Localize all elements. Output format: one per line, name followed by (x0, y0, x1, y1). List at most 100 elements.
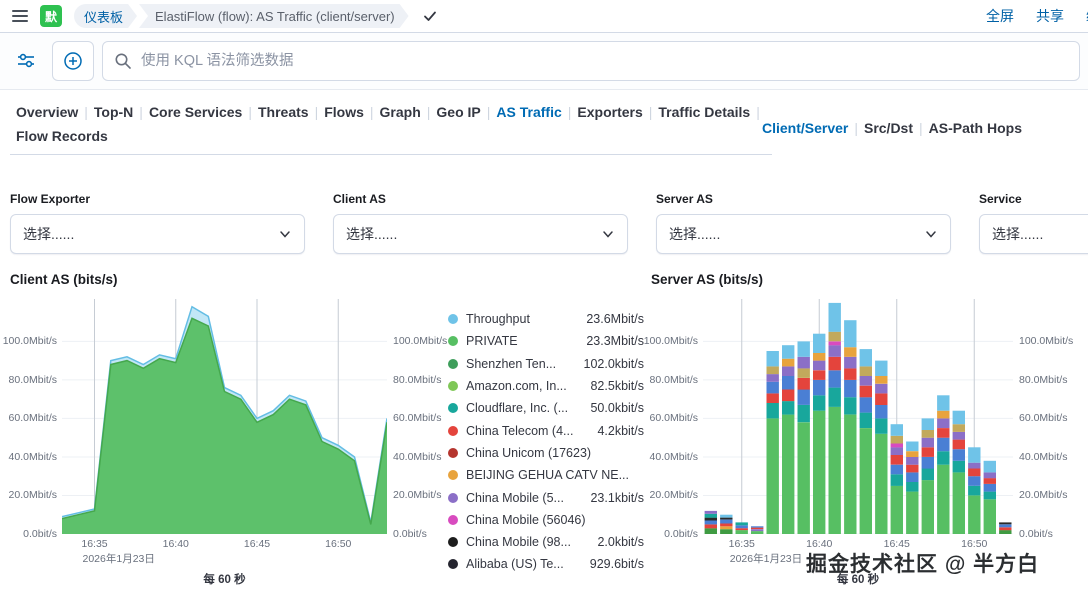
menu-icon[interactable] (12, 10, 28, 22)
nav-item-flow-records[interactable]: Flow Records (16, 128, 108, 144)
y-tick-label: 0.0bit/s (393, 528, 427, 540)
y-tick-label: 0.0bit/s (1019, 528, 1053, 540)
legend-label: PRIVATE (466, 334, 518, 349)
legend-item[interactable]: Cloudflare, Inc. (... 50.0kbit/s (448, 397, 644, 419)
legend-color-dot (448, 381, 458, 392)
nav-item-geo-ip[interactable]: Geo IP (436, 104, 481, 120)
y-axis-right: 0.0bit/s 20.0Mbit/s 40.0Mbit/s 60.0Mbit/s 80… (1013, 299, 1073, 540)
nav-separator: | (369, 104, 374, 120)
filter-controls: Flow Exporter 选择...... Client AS 选择.....… (0, 162, 1088, 272)
legend-label: China Mobile (56046) (466, 512, 586, 527)
nav-separator: | (756, 104, 760, 120)
legend-item[interactable]: Shenzhen Ten... 102.0kbit/s (448, 353, 644, 375)
legend-value: 23.3Mbit/s (586, 334, 644, 349)
legend-item[interactable]: BEIJING GEHUA CATV NE... (448, 464, 644, 486)
legend-item[interactable]: China Mobile (5... 23.1kbit/s (448, 486, 644, 508)
kql-search-input[interactable] (102, 41, 1080, 81)
nav-item-graph[interactable]: Graph (379, 104, 421, 120)
x-tick-label: 16:40 (162, 538, 189, 550)
y-tick-label: 80.0Mbit/s (1019, 373, 1068, 386)
legend-item[interactable]: Throughput 23.6Mbit/s (448, 308, 644, 330)
select-placeholder: 选择...... (992, 226, 1044, 242)
legend-item[interactable]: China Telecom (4... 4.2kbit/s (448, 419, 644, 441)
y-tick-label: 100.0Mbit/s (393, 335, 448, 348)
nav-left: Overview | Top-N | Core Services | Threats | Flo… (10, 104, 772, 155)
client-as-plot-svg[interactable] (62, 299, 387, 534)
legend-value: 929.6bit/s (589, 557, 644, 572)
y-tick-label: 60.0Mbit/s (8, 412, 57, 425)
legend-label: Cloudflare, Inc. (... (466, 401, 569, 416)
nav-item-overview[interactable]: Overview (16, 104, 79, 120)
filter-label: Service (979, 192, 1022, 206)
server-as-panel: Server AS (bits/s) 0.0bit/s 20.0Mbit/s 40.… (643, 272, 1074, 586)
nav-item-top-n[interactable]: Top-N (93, 104, 134, 120)
legend-item[interactable]: China Mobile (98... 2.0kbit/s (448, 531, 644, 553)
nav-item-src-dst[interactable]: Src/Dst (863, 120, 914, 136)
filter-service: Service 选择...... (979, 192, 1088, 272)
legend-item[interactable]: China Mobile (56046) (448, 509, 644, 531)
legend-label: Throughput (466, 312, 530, 327)
client-as-chart: 0.0bit/s 20.0Mbit/s 40.0Mbit/s 60.0Mbit/s 80… (3, 299, 448, 586)
x-interval-label: 每 60 秒 (836, 574, 880, 586)
server-as-select[interactable]: 选择...... (656, 214, 951, 254)
select-placeholder: 选择...... (669, 226, 721, 242)
query-bar (0, 33, 1088, 90)
chevron-down-icon (280, 231, 290, 238)
flow-exporter-select[interactable]: 选择...... (10, 214, 305, 254)
charts-section: Client AS (bits/s) 0.0bit/s 20.0Mbit/s 40.… (0, 272, 1088, 597)
chevron-down-icon (603, 231, 613, 238)
plot-area: 16:35 2026年1月23日 16:40 16:45 16:50 每 60 秒 (62, 299, 387, 586)
nav-item-as-path-hops[interactable]: AS-Path Hops (928, 120, 1022, 136)
check-icon[interactable] (423, 9, 437, 23)
filter-flow-exporter: Flow Exporter 选择...... (10, 192, 305, 272)
breadcrumb-root[interactable]: 仪表板 (74, 4, 137, 28)
y-tick-label: 100.0Mbit/s (643, 335, 698, 348)
nav-item-client-server[interactable]: Client/Server (761, 120, 849, 136)
legend-item[interactable]: Shenzhen Jesuyun Networ... (448, 576, 644, 578)
top-actions: 全屏 共享 编辑 (986, 0, 1088, 32)
nav-item-as-traffic[interactable]: AS Traffic (496, 104, 562, 120)
filter-label: Flow Exporter (10, 192, 91, 206)
server-as-plot-svg[interactable] (703, 299, 1013, 534)
legend-label: BEIJING GEHUA CATV NE... (466, 468, 629, 483)
y-tick-label: 40.0Mbit/s (649, 450, 698, 463)
y-tick-label: 80.0Mbit/s (649, 373, 698, 386)
legend-item[interactable]: PRIVATE 23.3Mbit/s (448, 330, 644, 352)
y-axis-right: 0.0bit/s 20.0Mbit/s 40.0Mbit/s 60.0Mbit/s 80… (387, 299, 448, 540)
nav-item-traffic-details[interactable]: Traffic Details (658, 104, 751, 120)
legend-color-dot (448, 403, 458, 414)
filter-server-as: Server AS 选择...... (656, 192, 951, 272)
fullscreen-button[interactable]: 全屏 (986, 8, 1014, 24)
nav-item-exporters[interactable]: Exporters (577, 104, 643, 120)
legend-item[interactable]: Amazon.com, In... 82.5kbit/s (448, 375, 644, 397)
nav-item-core-services[interactable]: Core Services (148, 104, 243, 120)
nav-separator: | (314, 104, 319, 120)
legend-label: China Mobile (5... (466, 490, 564, 505)
y-tick-label: 60.0Mbit/s (649, 412, 698, 425)
edit-button[interactable]: 编辑 (1086, 6, 1088, 26)
legend-value: 23.6Mbit/s (586, 312, 644, 327)
share-button[interactable]: 共享 (1036, 8, 1064, 24)
plot-area: 16:35 2026年1月23日 16:40 16:45 16:50 每 60 秒 (703, 299, 1013, 586)
legend-value: 102.0kbit/s (583, 356, 644, 371)
watermark: 掘金技术社区 @ 半方白 (806, 553, 1040, 576)
nav-item-flows[interactable]: Flows (324, 104, 364, 120)
legend-color-dot (448, 358, 458, 369)
nav-separator: | (567, 104, 572, 120)
nav-separator: | (426, 104, 431, 120)
legend-item[interactable]: China Unicom (17623) (448, 442, 644, 464)
legend-color-dot (448, 425, 458, 436)
client-as-panel: Client AS (bits/s) 0.0bit/s 20.0Mbit/s 40.… (3, 272, 448, 586)
y-tick-label: 0.0bit/s (23, 528, 57, 540)
client-as-select[interactable]: 选择...... (333, 214, 628, 254)
y-tick-label: 0.0bit/s (664, 528, 698, 540)
add-filter-button[interactable] (52, 41, 94, 81)
y-tick-label: 60.0Mbit/s (393, 412, 442, 425)
server-as-chart: 0.0bit/s 20.0Mbit/s 40.0Mbit/s 60.0Mbit/s 80… (643, 299, 1073, 586)
breadcrumb-current[interactable]: ElastiFlow (flow): AS Traffic (client/se… (139, 4, 409, 28)
legend-item[interactable]: Alibaba (US) Te... 929.6bit/s (448, 553, 644, 575)
filter-icon[interactable] (8, 41, 44, 81)
space-badge[interactable]: 默 (40, 5, 62, 27)
nav-item-threats[interactable]: Threats (257, 104, 309, 120)
service-select[interactable]: 选择...... (979, 214, 1088, 254)
